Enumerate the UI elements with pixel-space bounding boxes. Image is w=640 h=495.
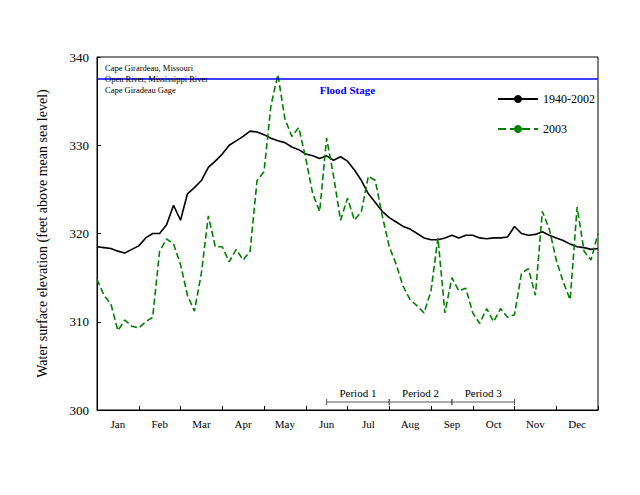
svg-text:Cape Girardeau, Missouri: Cape Girardeau, Missouri xyxy=(105,63,194,73)
svg-text:Period 2: Period 2 xyxy=(402,387,439,399)
svg-text:Period 3: Period 3 xyxy=(465,387,502,399)
svg-text:330: 330 xyxy=(70,138,90,153)
svg-text:1940-2002: 1940-2002 xyxy=(543,92,595,106)
svg-text:310: 310 xyxy=(70,314,90,329)
svg-text:300: 300 xyxy=(70,403,90,418)
svg-text:Sep: Sep xyxy=(444,418,461,430)
svg-text:Flood Stage: Flood Stage xyxy=(320,84,375,96)
svg-text:Mar: Mar xyxy=(192,418,211,430)
svg-text:2003: 2003 xyxy=(543,122,567,136)
svg-text:Open River, Mississippi River: Open River, Mississippi River xyxy=(105,74,208,84)
svg-text:Feb: Feb xyxy=(151,418,168,430)
svg-text:Water surface elevation (feet: Water surface elevation (feet above mean… xyxy=(35,89,51,378)
svg-text:Aug: Aug xyxy=(401,418,420,430)
svg-text:320: 320 xyxy=(70,226,90,241)
svg-text:340: 340 xyxy=(70,50,90,65)
svg-text:Jan: Jan xyxy=(111,418,126,430)
svg-text:Jul: Jul xyxy=(362,418,375,430)
svg-text:Jun: Jun xyxy=(319,418,335,430)
svg-text:Oct: Oct xyxy=(486,418,502,430)
svg-text:Apr: Apr xyxy=(235,418,252,430)
svg-text:Cape Giradeau Gage: Cape Giradeau Gage xyxy=(105,85,176,95)
svg-text:May: May xyxy=(275,418,296,430)
svg-text:Nov: Nov xyxy=(526,418,545,430)
svg-text:Period 1: Period 1 xyxy=(339,387,376,399)
svg-text:Dec: Dec xyxy=(568,418,586,430)
